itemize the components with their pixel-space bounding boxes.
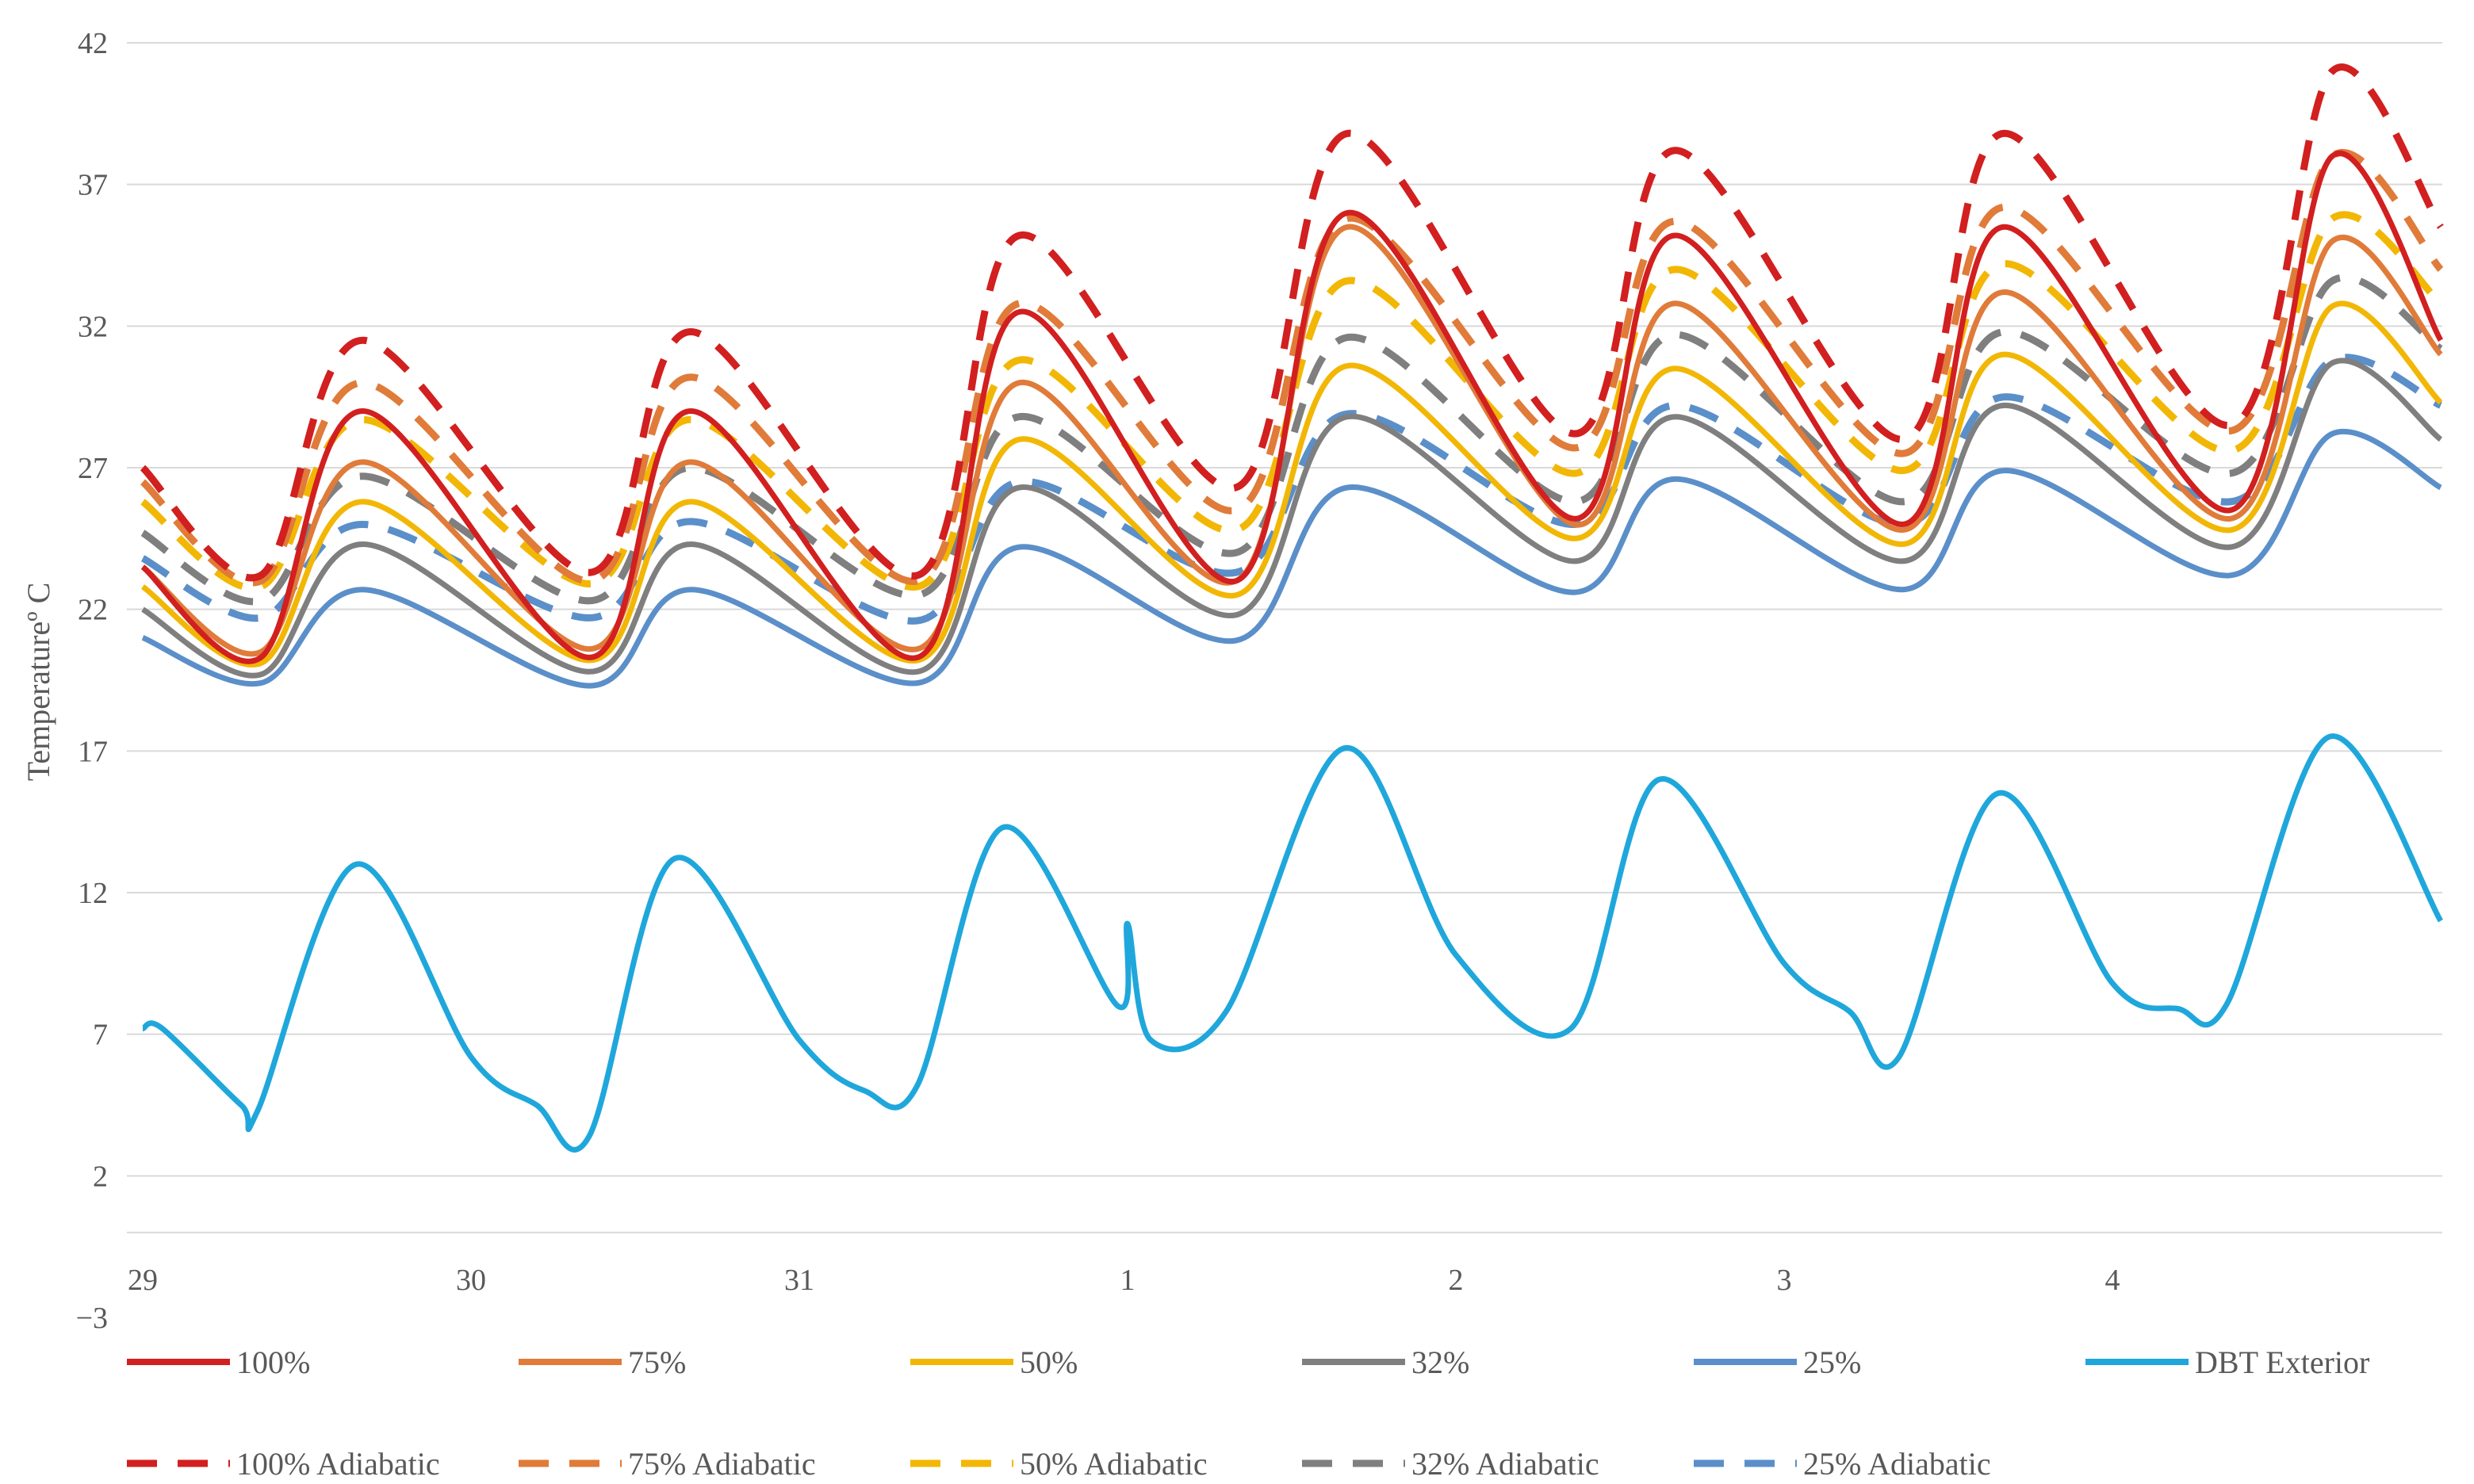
series-line-32pct: [141, 358, 2443, 679]
series-lines: [140, 63, 2444, 1153]
series-line-25pct: [141, 429, 2442, 689]
series-line-50pct: [140, 300, 2443, 668]
x-tick-label: 4: [2105, 1264, 2120, 1297]
legend-label: 25% Adiabatic: [1803, 1446, 1991, 1482]
legend-label: 100%: [236, 1344, 310, 1380]
x-tick-label: 3: [1777, 1264, 1792, 1297]
y-tick-label: 17: [78, 735, 108, 768]
legend-item: 32% Adiabatic: [1302, 1446, 1599, 1482]
legend-item: 25%: [1694, 1344, 1861, 1380]
series-line-100pct: [140, 151, 2444, 664]
legend-item: DBT Exterior: [2085, 1344, 2369, 1380]
legend-item: 75%: [519, 1344, 686, 1380]
x-tick-label: 2: [1449, 1264, 1464, 1297]
series-line-50pct-adiabatic: [140, 211, 2444, 592]
legend: 100% 75% 50% 32% 25% DBT Exterior 100% Adiabat…: [127, 1344, 2369, 1482]
series-line-100pct-adiabatic: [140, 63, 2444, 582]
y-tick-label: 37: [78, 169, 108, 202]
legend-label: 100% Adiabatic: [236, 1446, 440, 1482]
y-axis-label: Temperatureº C: [21, 583, 56, 782]
legend-item: 25% Adiabatic: [1694, 1446, 1991, 1482]
series-line-dbt-exterior: [141, 733, 2444, 1153]
x-tick-label: 1: [1120, 1264, 1136, 1297]
series-line-32pct-adiabatic: [140, 273, 2443, 606]
x-axis-ticks: 29 30 31 1 2 3 4: [128, 1264, 2120, 1297]
legend-item: 100% Adiabatic: [127, 1446, 440, 1482]
y-tick-label: 27: [78, 452, 108, 485]
y-tick-label: −3: [76, 1302, 108, 1335]
legend-label: 32%: [1411, 1344, 1469, 1380]
y-tick-label: 42: [78, 27, 108, 60]
y-tick-label: 7: [93, 1019, 108, 1052]
x-tick-label: 29: [128, 1264, 158, 1297]
legend-label: 50% Adiabatic: [1020, 1446, 1208, 1482]
legend-label: 25%: [1803, 1344, 1861, 1380]
legend-label: DBT Exterior: [2195, 1344, 2369, 1380]
y-tick-label: 2: [93, 1160, 108, 1193]
legend-label: 50%: [1020, 1344, 1078, 1380]
legend-item: 100%: [127, 1344, 310, 1380]
x-tick-label: 30: [456, 1264, 486, 1297]
series-line-25pct-adiabatic: [140, 354, 2443, 625]
legend-item: 75% Adiabatic: [519, 1446, 816, 1482]
legend-label: 32% Adiabatic: [1411, 1446, 1599, 1482]
x-tick-label: 31: [784, 1264, 814, 1297]
legend-item: 32%: [1302, 1344, 1469, 1380]
legend-label: 75% Adiabatic: [628, 1446, 816, 1482]
series-line-75pct-adiabatic: [140, 149, 2444, 587]
y-tick-label: 12: [78, 877, 108, 910]
legend-item: 50% Adiabatic: [910, 1446, 1208, 1482]
y-tick-label: 32: [78, 310, 108, 343]
legend-label: 75%: [628, 1344, 686, 1380]
y-tick-label: 22: [78, 594, 108, 627]
legend-item: 50%: [910, 1344, 1078, 1380]
